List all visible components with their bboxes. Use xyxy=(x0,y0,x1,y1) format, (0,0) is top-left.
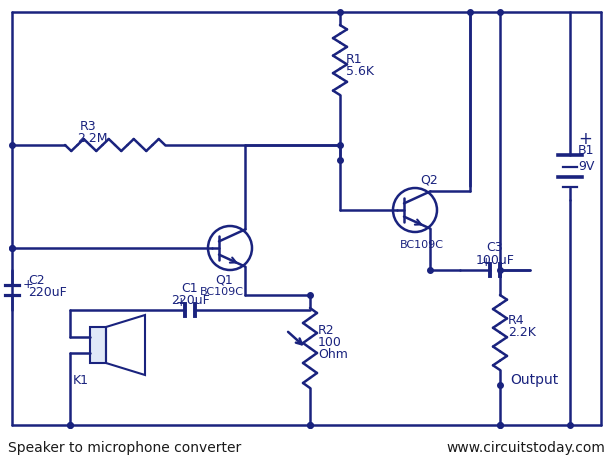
Text: +: + xyxy=(23,279,34,292)
Text: Output: Output xyxy=(510,373,558,387)
Text: R3: R3 xyxy=(80,120,97,133)
Text: B1: B1 xyxy=(578,144,595,157)
Text: C1: C1 xyxy=(181,281,199,294)
Text: Ohm: Ohm xyxy=(318,347,348,360)
Text: Q1: Q1 xyxy=(215,273,233,286)
Bar xyxy=(90,327,106,363)
Text: R2: R2 xyxy=(318,324,335,337)
Text: Q2: Q2 xyxy=(420,173,438,186)
Text: +: + xyxy=(578,130,592,148)
Text: C3: C3 xyxy=(487,241,503,254)
Text: R1: R1 xyxy=(346,53,363,66)
Text: 100: 100 xyxy=(318,336,342,348)
Text: 2.2M: 2.2M xyxy=(77,133,107,146)
Text: 220uF: 220uF xyxy=(28,286,67,299)
Text: 2.2K: 2.2K xyxy=(508,326,536,339)
Text: Speaker to microphone converter: Speaker to microphone converter xyxy=(8,441,242,455)
Text: 5.6K: 5.6K xyxy=(346,66,374,79)
Text: +: + xyxy=(481,255,491,268)
Text: R4: R4 xyxy=(508,313,525,326)
Text: www.circuitstoday.com: www.circuitstoday.com xyxy=(446,441,605,455)
Text: BC109C: BC109C xyxy=(400,240,444,250)
Text: K1: K1 xyxy=(73,373,89,386)
Text: 100uF: 100uF xyxy=(476,253,514,266)
Text: 220uF: 220uF xyxy=(170,293,210,306)
Text: BC109C: BC109C xyxy=(200,287,244,297)
Text: 9V: 9V xyxy=(578,160,595,173)
Text: C2: C2 xyxy=(28,273,45,286)
Text: +: + xyxy=(176,295,186,308)
